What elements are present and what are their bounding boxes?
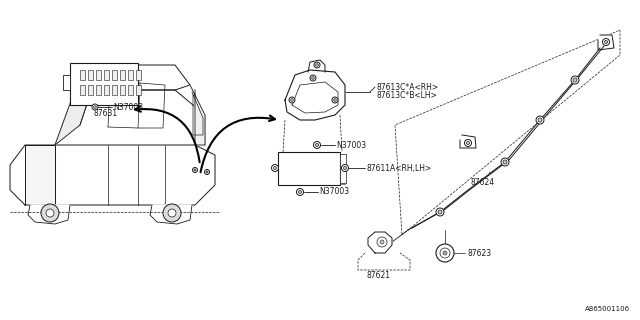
Bar xyxy=(278,152,340,185)
Text: 87621: 87621 xyxy=(366,271,390,281)
Bar xyxy=(80,85,85,95)
Circle shape xyxy=(377,237,387,247)
Circle shape xyxy=(436,208,444,216)
Text: N37003: N37003 xyxy=(319,188,349,196)
Circle shape xyxy=(312,77,314,79)
Circle shape xyxy=(296,188,303,196)
Text: 87631: 87631 xyxy=(93,108,117,117)
Circle shape xyxy=(316,64,318,66)
Bar xyxy=(96,70,101,80)
Bar xyxy=(88,85,93,95)
Circle shape xyxy=(536,116,544,124)
Circle shape xyxy=(443,251,447,255)
Text: 87624: 87624 xyxy=(470,172,494,187)
Circle shape xyxy=(163,204,181,222)
Circle shape xyxy=(440,248,450,258)
Circle shape xyxy=(501,158,509,166)
Polygon shape xyxy=(285,70,345,120)
Polygon shape xyxy=(55,65,95,145)
Text: A865001106: A865001106 xyxy=(585,306,630,312)
Circle shape xyxy=(93,106,96,108)
Polygon shape xyxy=(150,205,192,224)
Circle shape xyxy=(271,164,278,172)
Polygon shape xyxy=(190,85,205,145)
Circle shape xyxy=(602,38,609,45)
Text: 87613C*B<LH>: 87613C*B<LH> xyxy=(376,91,437,100)
Bar xyxy=(112,70,117,80)
Bar xyxy=(96,85,101,95)
Circle shape xyxy=(205,170,209,174)
Circle shape xyxy=(314,62,320,68)
Circle shape xyxy=(332,97,338,103)
Circle shape xyxy=(465,140,472,147)
Circle shape xyxy=(467,141,470,145)
Circle shape xyxy=(193,167,198,172)
Circle shape xyxy=(438,210,442,214)
Bar xyxy=(104,85,109,95)
Circle shape xyxy=(92,104,98,110)
Circle shape xyxy=(289,97,295,103)
Polygon shape xyxy=(28,205,70,224)
Bar xyxy=(128,70,133,80)
Circle shape xyxy=(314,141,321,148)
Circle shape xyxy=(605,41,607,44)
Circle shape xyxy=(538,118,542,122)
Circle shape xyxy=(342,164,349,172)
Bar xyxy=(340,154,346,183)
Text: 87623: 87623 xyxy=(467,249,491,258)
Circle shape xyxy=(298,190,301,194)
Bar xyxy=(80,70,85,80)
Text: 87611A<RH,LH>: 87611A<RH,LH> xyxy=(366,164,431,172)
Circle shape xyxy=(168,209,176,217)
Bar xyxy=(120,70,125,80)
Polygon shape xyxy=(25,145,55,205)
Polygon shape xyxy=(368,232,392,253)
Text: N37003: N37003 xyxy=(113,102,143,111)
Bar xyxy=(136,85,141,95)
Polygon shape xyxy=(55,90,205,145)
Circle shape xyxy=(503,160,507,164)
Text: N37003: N37003 xyxy=(336,140,366,149)
Circle shape xyxy=(291,99,293,101)
Bar xyxy=(340,161,345,164)
Polygon shape xyxy=(460,135,476,148)
Bar xyxy=(340,156,345,158)
Circle shape xyxy=(316,143,319,147)
Bar xyxy=(104,70,109,80)
Polygon shape xyxy=(598,35,614,50)
Bar xyxy=(340,165,345,169)
Circle shape xyxy=(571,76,579,84)
Circle shape xyxy=(310,75,316,81)
Circle shape xyxy=(194,169,196,171)
Circle shape xyxy=(273,166,276,170)
Polygon shape xyxy=(75,65,190,90)
Text: 87613C*A<RH>: 87613C*A<RH> xyxy=(376,83,438,92)
Circle shape xyxy=(436,244,454,262)
Circle shape xyxy=(333,99,336,101)
Circle shape xyxy=(344,166,346,170)
Bar xyxy=(112,85,117,95)
Circle shape xyxy=(206,171,208,173)
Bar xyxy=(136,70,141,80)
Bar xyxy=(340,171,345,173)
Circle shape xyxy=(573,78,577,82)
Circle shape xyxy=(46,209,54,217)
Circle shape xyxy=(41,204,59,222)
Bar xyxy=(340,175,345,179)
Bar xyxy=(70,63,138,105)
Bar xyxy=(63,75,70,90)
Polygon shape xyxy=(10,145,215,205)
Bar xyxy=(128,85,133,95)
Bar xyxy=(88,70,93,80)
Circle shape xyxy=(380,240,384,244)
Bar xyxy=(120,85,125,95)
Bar xyxy=(340,180,345,183)
